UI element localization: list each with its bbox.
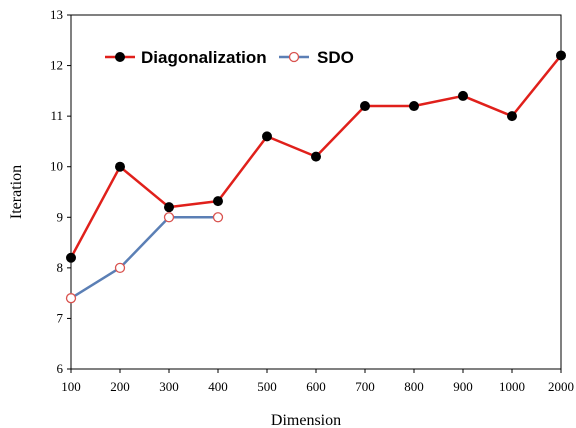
- diagonalization-point: [164, 202, 174, 213]
- sdo-point: [114, 262, 126, 274]
- x-tick-label: 100: [61, 379, 81, 394]
- y-axis-title: Iteration: [8, 165, 25, 219]
- x-tick-label: 700: [355, 379, 375, 394]
- x-tick-label: 800: [404, 379, 424, 394]
- series-layer: [65, 50, 566, 304]
- y-tick-label: 12: [50, 58, 63, 73]
- legend: Diagonalization SDO: [105, 48, 354, 67]
- diagonalization-point: [262, 131, 272, 142]
- diagonalization-point: [507, 111, 517, 122]
- sdo-point: [212, 212, 224, 223]
- diagonalization-point: [213, 196, 223, 207]
- y-tick-label: 7: [57, 310, 64, 325]
- diagonalization-point: [556, 50, 566, 61]
- sdo-legend-marker: [288, 51, 300, 63]
- sdo-point: [163, 212, 175, 223]
- diagonalization-legend-label: Diagonalization: [141, 48, 267, 67]
- x-tick-label: 600: [306, 379, 326, 394]
- y-tick-label: 11: [50, 108, 63, 123]
- diagonalization-legend-marker: [115, 52, 125, 62]
- y-tick-label: 13: [50, 7, 63, 22]
- diagonalization-point: [311, 151, 321, 162]
- y-tick-label: 6: [57, 361, 64, 376]
- x-tick-label: 300: [159, 379, 179, 394]
- x-axis: 100 200 300 400 500 600 700 800 900 1000 2000: [61, 369, 574, 394]
- y-tick-label: 8: [57, 260, 64, 275]
- diagonalization-point: [458, 90, 468, 101]
- x-tick-label: 900: [453, 379, 473, 394]
- x-tick-label: 200: [110, 379, 130, 394]
- y-tick-label: 9: [57, 209, 64, 224]
- x-tick-label: 1000: [499, 379, 525, 394]
- y-tick-label: 10: [50, 159, 63, 174]
- diagonalization-point: [409, 101, 419, 112]
- y-axis: 6 7 8 9 10 11 12 13: [50, 7, 71, 376]
- diagonalization-point: [360, 101, 370, 112]
- diagonalization-point: [66, 252, 76, 263]
- sdo-point: [65, 293, 77, 304]
- x-tick-label: 2000: [548, 379, 574, 394]
- x-tick-label: 400: [208, 379, 228, 394]
- x-tick-label: 500: [257, 379, 277, 394]
- plot-frame: [70, 14, 562, 370]
- diagonalization-point: [115, 161, 125, 172]
- sdo-legend-label: SDO: [317, 48, 354, 67]
- sdo-series-line: [70, 216, 218, 300]
- x-axis-title: Dimension: [271, 412, 341, 428]
